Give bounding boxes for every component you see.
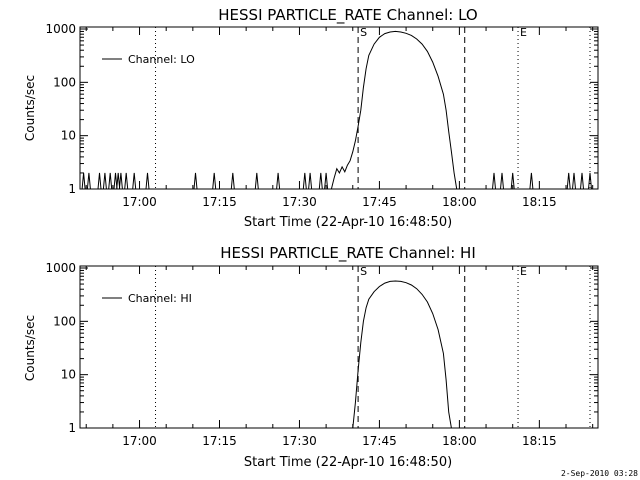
chart-panel-lo: HESSI PARTICLE_RATE Channel: LO Counts/s… <box>23 6 599 230</box>
noise-spike <box>302 172 307 190</box>
x-tick-label: 17:00 <box>122 434 157 448</box>
marker-label: S <box>360 26 367 39</box>
y-tick-label: 1000 <box>45 261 76 275</box>
legend: Channel: HI <box>102 292 192 305</box>
noise-spike <box>102 172 107 190</box>
x-tick-label: 17:45 <box>362 195 397 209</box>
plot-frame <box>79 26 599 190</box>
y-tick-label: 1 <box>68 421 76 435</box>
marker-label: E <box>520 26 527 39</box>
noise-spike <box>254 172 259 190</box>
noise-spike <box>529 172 534 190</box>
chart-title: HESSI PARTICLE_RATE Channel: LO <box>218 6 477 25</box>
legend-label: Channel: HI <box>128 292 192 305</box>
noise-spike <box>318 172 323 190</box>
noise-spike <box>132 172 137 190</box>
noise-spike <box>193 172 198 190</box>
x-tick-label: 17:15 <box>202 195 237 209</box>
x-axis-label: Start Time (22-Apr-10 16:48:50) <box>244 215 452 230</box>
footer-date-stamp: 2-Sep-2010 03:28 <box>561 469 638 478</box>
x-tick-label: 18:00 <box>442 195 477 209</box>
x-tick-label: 17:00 <box>122 195 157 209</box>
marker-label: E <box>520 265 527 278</box>
noise-spike <box>510 172 515 190</box>
y-tick-label: 100 <box>53 75 76 89</box>
noise-spike <box>492 172 496 190</box>
x-tick-label: 18:15 <box>522 434 557 448</box>
noise-spike <box>113 172 118 190</box>
series-line <box>352 280 452 429</box>
noise-spike <box>566 172 571 190</box>
x-tick-label: 17:45 <box>362 434 397 448</box>
noise-spike <box>580 172 584 190</box>
y-axis-ticks: 1 10 100 1000 <box>45 261 598 435</box>
series-group <box>81 30 592 190</box>
chart-title: HESSI PARTICLE_RATE Channel: HI <box>220 244 476 263</box>
y-tick-label: 10 <box>61 368 76 382</box>
x-tick-label: 18:15 <box>522 195 557 209</box>
y-axis-ticks: 1 10 100 1000 <box>45 22 598 196</box>
noise-spike <box>124 172 129 190</box>
noise-spike <box>108 172 113 190</box>
noise-spike <box>97 172 102 190</box>
x-axis-label: Start Time (22-Apr-10 16:48:50) <box>244 455 452 470</box>
chart-panel-hi: HESSI PARTICLE_RATE Channel: HI Counts/s… <box>23 244 599 470</box>
noise-spike <box>81 172 86 190</box>
noise-spike <box>308 172 313 190</box>
noise-spike <box>145 172 150 190</box>
x-axis-ticks: 17:00 17:15 17:30 17:45 18:00 18:15 <box>85 27 594 209</box>
noise-spike <box>572 172 576 190</box>
noise-spike <box>212 172 217 190</box>
noise-spike <box>116 172 121 190</box>
y-tick-label: 1 <box>68 182 76 196</box>
plot-frame <box>79 265 599 429</box>
noise-spike <box>86 172 91 190</box>
y-tick-label: 1000 <box>45 22 76 36</box>
noise-spike <box>500 172 504 190</box>
noise-spike <box>588 172 592 190</box>
y-axis-label: Counts/sec <box>23 315 37 381</box>
x-tick-label: 17:30 <box>282 434 317 448</box>
marker-label: S <box>360 265 367 278</box>
noise-spike <box>118 172 123 190</box>
noise-spike <box>276 172 281 190</box>
y-tick-label: 10 <box>61 129 76 143</box>
legend-label: Channel: LO <box>128 53 195 66</box>
series-line <box>330 30 458 190</box>
x-tick-label: 17:15 <box>202 434 237 448</box>
y-tick-label: 100 <box>53 314 76 328</box>
x-tick-label: 18:00 <box>442 434 477 448</box>
noise-spike <box>230 172 235 190</box>
y-axis-label: Counts/sec <box>23 75 37 141</box>
x-axis-ticks: 17:00 17:15 17:30 17:45 18:00 18:15 <box>85 266 594 448</box>
noise-spike <box>324 172 329 190</box>
legend: Channel: LO <box>102 53 195 66</box>
series-group <box>352 280 452 429</box>
x-tick-label: 17:30 <box>282 195 317 209</box>
